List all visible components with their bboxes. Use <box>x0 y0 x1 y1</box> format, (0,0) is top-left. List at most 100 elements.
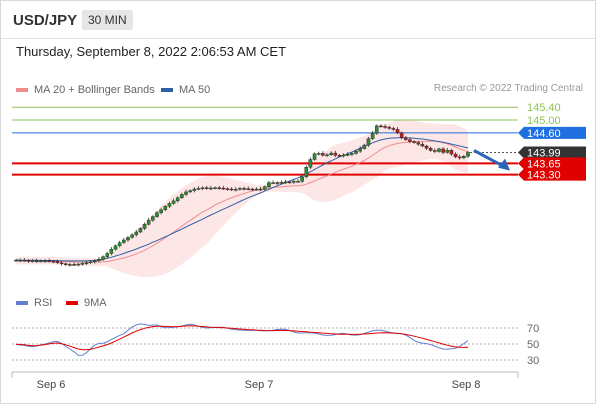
candle-body <box>354 150 358 154</box>
candle-body <box>122 239 126 243</box>
chart-header: USD/JPY 30 MIN <box>1 1 595 38</box>
candle-body <box>184 191 188 195</box>
candle-body <box>379 125 383 128</box>
legend-rsi-ma: 9MA <box>66 297 107 309</box>
candle-body <box>55 261 60 263</box>
candle-body <box>374 125 379 134</box>
candle-body <box>14 260 18 262</box>
candle-body <box>416 142 421 145</box>
candle-body <box>387 126 392 129</box>
candles <box>14 124 470 267</box>
candle-body <box>196 188 201 190</box>
candle-body <box>424 145 429 149</box>
candle-body <box>22 260 27 262</box>
candle-body <box>292 181 296 183</box>
candle-body <box>403 137 408 140</box>
rsi-line <box>15 323 469 356</box>
candle-body <box>433 150 437 152</box>
candle-body <box>341 154 346 157</box>
rsi-tick-label: 30 <box>527 355 539 367</box>
level-tag-support <box>518 157 586 170</box>
candle-body <box>333 152 338 156</box>
candle-body <box>283 181 288 184</box>
candle-body <box>105 253 110 257</box>
candle-body <box>171 200 176 204</box>
level-label-support: 143.65 <box>527 158 561 170</box>
candle-body <box>213 187 217 189</box>
candle-body <box>34 260 39 263</box>
candle-body <box>316 153 321 155</box>
candle-body <box>412 141 416 143</box>
candle-body <box>18 260 22 262</box>
candle-body <box>370 133 375 139</box>
candle-body <box>279 182 284 184</box>
legend-ma50-label: MA 50 <box>179 84 211 96</box>
candle-body <box>163 206 168 211</box>
credit-text: Research © 2022 Trading Central <box>433 83 583 94</box>
legend-ma20-swatch <box>16 88 28 93</box>
symbol-title: USD/JPY <box>13 12 78 29</box>
legend-ma50-swatch <box>161 88 173 93</box>
x-axis-label: Sep 8 <box>452 379 481 391</box>
candle-body <box>258 188 263 191</box>
candle-body <box>97 259 101 262</box>
candle-body <box>296 181 300 183</box>
candle-body <box>449 150 454 155</box>
candle-body <box>441 148 445 153</box>
timeframe-badge[interactable]: 30 MIN <box>82 10 133 30</box>
candle-body <box>445 150 450 153</box>
level-label-pivot: 144.60 <box>527 128 561 140</box>
candle-body <box>188 190 192 193</box>
candle-body <box>63 263 68 265</box>
candle-body <box>92 260 97 263</box>
candle-body <box>59 262 64 264</box>
candle-body <box>428 148 433 151</box>
candle-body <box>80 263 85 265</box>
bollinger-band <box>16 119 468 277</box>
candle-body <box>47 260 51 263</box>
candle-body <box>126 237 130 241</box>
candle-body <box>453 153 458 158</box>
candle-body <box>155 212 159 217</box>
candle-body <box>275 182 280 184</box>
candle-body <box>225 188 230 190</box>
candle-body <box>39 260 43 263</box>
level-label-resistance: 145.00 <box>527 115 561 127</box>
candle-body <box>267 182 271 187</box>
ma50-line <box>15 137 469 262</box>
level-tag-last <box>518 146 586 159</box>
candle-body <box>130 234 134 238</box>
rsi-tick-label: 70 <box>527 323 539 335</box>
candle-body <box>26 260 31 262</box>
candle-body <box>151 216 155 221</box>
candle-body <box>358 148 362 152</box>
candle-body <box>263 186 267 190</box>
candle-body <box>233 189 238 191</box>
legend-ma20-bollinger: MA 20 + Bollinger Bands <box>16 84 155 96</box>
candle-body <box>109 249 114 254</box>
candle-body <box>175 197 180 202</box>
candle-body <box>68 264 72 266</box>
level-label-resistance: 145.40 <box>527 102 561 114</box>
candle-body <box>221 187 226 190</box>
candle-body <box>366 138 371 146</box>
candle-body <box>312 153 317 160</box>
candle-body <box>43 260 47 263</box>
candle-body <box>134 231 139 236</box>
candle-body <box>300 176 304 182</box>
candle-body <box>242 188 246 190</box>
candle-body <box>246 188 251 190</box>
candle-body <box>209 187 213 190</box>
legend-rsi-ma-label: 9MA <box>84 297 107 309</box>
candle-body <box>462 156 466 159</box>
candle-body <box>395 129 400 134</box>
level-label-support: 143.30 <box>527 170 561 182</box>
candle-body <box>391 128 396 130</box>
legend-rsi: RSI <box>16 297 52 309</box>
rsi-tick-label: 50 <box>527 339 539 351</box>
candle-body <box>113 245 118 250</box>
candle-body <box>76 263 81 266</box>
level-tag-pivot <box>518 126 586 139</box>
candle-body <box>350 153 354 155</box>
header-divider <box>1 38 595 39</box>
